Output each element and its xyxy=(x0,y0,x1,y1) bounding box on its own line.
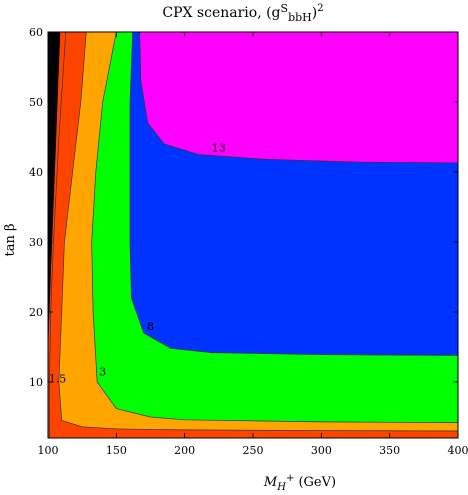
x-tick-label: 250 xyxy=(243,444,264,457)
contour-label: 8 xyxy=(147,320,154,333)
contour-lines xyxy=(49,31,459,438)
contour-line-2 xyxy=(91,31,459,423)
contour-label: 1.5 xyxy=(49,373,67,386)
y-axis: 10 20 30 40 50 60 xyxy=(29,26,458,389)
plot-area xyxy=(47,31,459,439)
contour-line-4 xyxy=(139,31,459,164)
y-tick-label: 40 xyxy=(29,166,43,179)
y-tick-label: 30 xyxy=(29,236,43,249)
contour-label: 13 xyxy=(212,142,226,155)
x-tick-label: 400 xyxy=(448,444,468,457)
x-tick-label: 300 xyxy=(311,444,332,457)
chart-title: CPX scenario, (gSbbH)2 xyxy=(162,2,323,24)
y-tick-label: 20 xyxy=(29,306,43,319)
x-tick-label: 350 xyxy=(379,444,400,457)
contour-line-3 xyxy=(129,31,459,356)
x-tick-label: 200 xyxy=(174,444,195,457)
contour-regions xyxy=(48,32,459,438)
x-tick-label: 150 xyxy=(106,444,127,457)
contour-label: 3 xyxy=(99,366,106,379)
x-tick-label: 100 xyxy=(38,444,59,457)
contour-region-4 xyxy=(139,32,458,163)
excluded-region xyxy=(48,32,61,438)
contour-line-0 xyxy=(49,31,67,438)
y-tick-label: 10 xyxy=(29,376,43,389)
x-axis-label: MH+ (GeV) xyxy=(263,473,336,493)
x-axis: 100 150 200 250 300 350 400 xyxy=(38,32,468,457)
y-tick-label: 60 xyxy=(29,26,43,39)
y-tick-label: 50 xyxy=(29,96,43,109)
y-axis-label: tan β xyxy=(3,224,18,257)
contour-labels: 1.5 3 8 13 xyxy=(49,142,226,386)
contour-line-1 xyxy=(58,31,459,432)
